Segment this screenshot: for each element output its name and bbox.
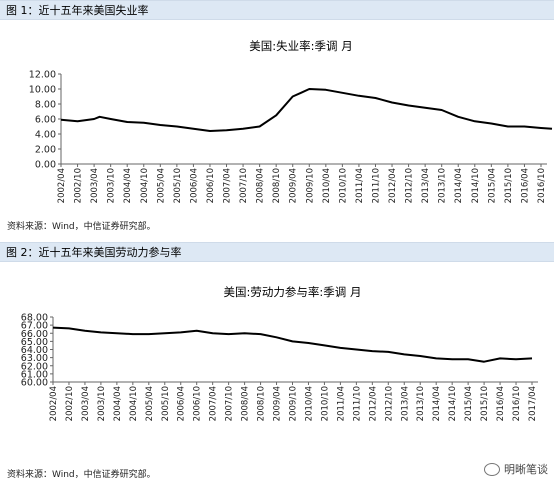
- y-tick-label: 8.00: [35, 100, 56, 111]
- x-tick-label: 2011/10: [371, 168, 381, 203]
- x-tick-label: 2005/04: [156, 168, 166, 203]
- y-tick-label: 65.00: [21, 337, 48, 348]
- x-tick-label: 2014/04: [454, 168, 464, 203]
- x-tick-label: 2014/10: [448, 386, 458, 421]
- x-tick-label: 2017/04: [528, 386, 538, 421]
- y-tick-label: 60.00: [21, 378, 48, 389]
- chart-unemployment: 美国:失业率:季调 月 0.00 2.00 4.00 6.00 8.00 10.00 12.0…: [29, 39, 553, 203]
- x-tick-label: 2008/10: [257, 386, 267, 421]
- chat-bubble-icon: [484, 462, 500, 476]
- x-tick-label: 2005/10: [173, 168, 183, 203]
- figure1-header-text: 图 1：近十五年来美国失业率: [6, 4, 149, 17]
- x-tick-label: 2016/10: [512, 386, 522, 421]
- chart-title: 美国:失业率:季调 月: [249, 39, 352, 53]
- figure2-source: 资料来源：Wind，中信证券研究部。: [7, 470, 156, 480]
- y-tick-label: 68.00: [21, 313, 48, 324]
- x-tick-label: 2014/04: [432, 386, 442, 421]
- x-tick-label: 2010/04: [322, 168, 332, 203]
- x-tick-label: 2003/10: [107, 168, 117, 203]
- x-tick-label: 2002/10: [65, 386, 75, 421]
- x-tick-label: 2007/04: [209, 386, 219, 421]
- x-tick-label: 2015/10: [504, 168, 514, 203]
- y-tick-label: 63.00: [21, 353, 48, 364]
- chart-participation: 美国:劳动力参与率:季调 月60.0061.0062.0063.0064.006…: [21, 285, 538, 421]
- x-tick-label: 2005/04: [145, 386, 155, 421]
- x-tick-label: 2006/10: [193, 386, 203, 421]
- x-tick-label: 2003/10: [97, 386, 107, 421]
- x-tick-label: 2002/04: [49, 386, 59, 421]
- x-tick-label: 2013/10: [438, 168, 448, 203]
- x-tick-label: 2003/04: [81, 386, 91, 421]
- x-tick-label: 2008/04: [241, 386, 251, 421]
- figure2-header-text: 图 2：近十五年来美国劳动力参与率: [6, 246, 182, 259]
- x-tick-label: 2010/10: [320, 386, 330, 421]
- y-tick-label: 64.00: [21, 345, 48, 356]
- y-tick-label: 10.00: [29, 85, 56, 96]
- x-tick-label: 2004/04: [123, 168, 133, 203]
- watermark-text: 明晰笔谈: [504, 463, 548, 476]
- x-tick-label: 2015/04: [487, 168, 497, 203]
- x-tick-label: 2011/10: [352, 386, 362, 421]
- x-tick-label: 2012/04: [368, 386, 378, 421]
- x-tick-label: 2016/04: [520, 168, 530, 203]
- figure1-header: 图 1：近十五年来美国失业率: [0, 0, 554, 20]
- x-tick-label: 2012/04: [388, 168, 398, 203]
- y-tick-label: 61.00: [21, 369, 48, 380]
- figure2-header: 图 2：近十五年来美国劳动力参与率: [0, 242, 554, 262]
- x-tick-label: 2008/04: [256, 168, 266, 203]
- x-tick-label: 2013/04: [400, 386, 410, 421]
- x-tick-label: 2006/10: [206, 168, 216, 203]
- y-tick-label: 6.00: [35, 115, 56, 126]
- x-tick-label: 2015/10: [480, 386, 490, 421]
- x-tick-label: 2012/10: [384, 386, 394, 421]
- x-tick-label: 2012/10: [405, 168, 415, 203]
- x-tick-label: 2011/04: [336, 386, 346, 421]
- x-tick-label: 2006/04: [177, 386, 187, 421]
- watermark: 明晰笔谈: [484, 461, 548, 477]
- x-tick-label: 2013/04: [421, 168, 431, 203]
- series-line: [52, 326, 533, 363]
- figure1-source: 资料来源：Wind，中信证券研究部。: [7, 222, 156, 232]
- x-tick-label: 2007/10: [225, 386, 235, 421]
- x-tick-label: 2003/04: [90, 168, 100, 203]
- x-tick-label: 2005/10: [161, 386, 171, 421]
- x-tick-label: 2015/04: [464, 386, 474, 421]
- x-tick-label: 2004/10: [129, 386, 139, 421]
- x-tick-label: 2016/04: [496, 386, 506, 421]
- x-tick-label: 2004/04: [113, 386, 123, 421]
- x-tick-label: 2006/04: [189, 168, 199, 203]
- x-tick-label: 2008/10: [272, 168, 282, 203]
- x-tick-label: 2009/04: [273, 386, 283, 421]
- x-tick-label: 2016/10: [537, 168, 547, 203]
- y-tick-label: 62.00: [21, 361, 48, 372]
- x-tick-label: 2014/10: [471, 168, 481, 203]
- y-tick-label: 0.00: [35, 160, 56, 171]
- y-tick-label: 12.00: [29, 70, 56, 81]
- y-tick-label: 66.00: [21, 329, 48, 340]
- series-line: [60, 88, 553, 132]
- x-tick-label: 2009/10: [305, 168, 315, 203]
- x-tick-label: 2009/04: [289, 168, 299, 203]
- x-tick-label: 2007/10: [239, 168, 249, 203]
- y-tick-label: 67.00: [21, 321, 48, 332]
- x-tick-label: 2010/04: [304, 386, 314, 421]
- x-tick-label: 2011/04: [355, 168, 365, 203]
- x-tick-label: 2009/10: [289, 386, 299, 421]
- x-tick-label: 2010/10: [338, 168, 348, 203]
- chart-title: 美国:劳动力参与率:季调 月: [224, 285, 362, 299]
- x-tick-label: 2004/10: [140, 168, 150, 203]
- y-tick-label: 4.00: [35, 130, 56, 141]
- x-tick-label: 2013/10: [416, 386, 426, 421]
- x-tick-label: 2007/04: [223, 168, 233, 203]
- y-tick-label: 2.00: [35, 145, 56, 156]
- x-tick-label: 2002/10: [74, 168, 84, 203]
- x-tick-label: 2002/04: [57, 168, 67, 203]
